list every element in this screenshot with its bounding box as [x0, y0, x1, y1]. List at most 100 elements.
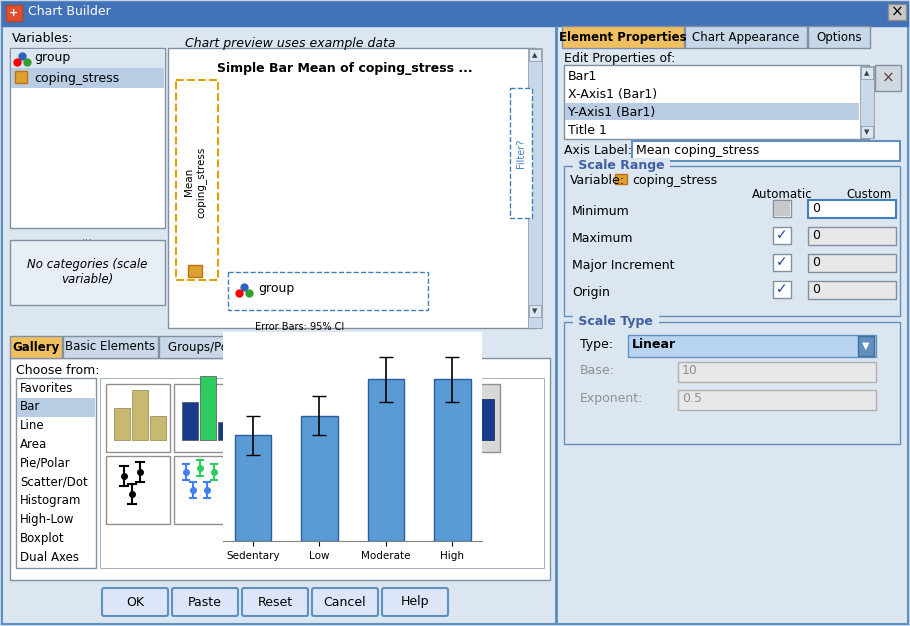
Text: 0: 0: [812, 256, 820, 269]
Text: Axis Label:: Axis Label:: [564, 144, 632, 157]
Text: ▼: ▼: [864, 129, 870, 135]
Text: group: group: [34, 51, 70, 64]
Bar: [15, 71, 27, 83]
Text: Mean
coping_stress: Mean coping_stress: [184, 146, 207, 218]
Bar: [176, 80, 218, 280]
Text: coping_stress: coping_stress: [632, 174, 717, 187]
Text: Scale Range: Scale Range: [574, 160, 669, 173]
Text: No categories (scale
variable): No categories (scale variable): [26, 258, 147, 286]
Bar: [168, 48, 536, 328]
Text: Paste: Paste: [188, 595, 222, 608]
Bar: [858, 336, 874, 356]
Bar: [356, 400, 372, 440]
Bar: [416, 392, 432, 440]
Bar: [106, 456, 170, 524]
Bar: [182, 402, 198, 440]
Text: High-Low: High-Low: [20, 513, 75, 526]
Bar: [564, 166, 900, 316]
Bar: [320, 406, 338, 440]
Bar: [615, 174, 627, 184]
Bar: [159, 336, 269, 358]
Bar: [174, 384, 238, 452]
Bar: [382, 398, 398, 440]
FancyBboxPatch shape: [172, 588, 238, 616]
Bar: [685, 26, 807, 48]
Bar: [773, 281, 791, 298]
Text: Boxplot: Boxplot: [20, 532, 65, 545]
Text: Element Properties: Element Properties: [559, 31, 687, 43]
Bar: [528, 48, 542, 328]
Text: Cancel: Cancel: [324, 595, 367, 608]
Text: Titles/Footnotes: Titles/Footnotes: [280, 341, 374, 354]
Text: ✓: ✓: [776, 282, 788, 296]
Text: Area: Area: [20, 438, 47, 451]
Bar: [875, 65, 901, 91]
Bar: [6, 5, 22, 21]
Text: Options: Options: [816, 31, 862, 43]
Text: Error Bars: 95% CI: Error Bars: 95% CI: [256, 322, 345, 332]
Text: Edit Properties of:: Edit Properties of:: [564, 52, 675, 65]
Text: coping_stress: coping_stress: [34, 72, 119, 85]
Text: Maximum: Maximum: [572, 232, 633, 245]
Text: Chart Appearance: Chart Appearance: [693, 31, 800, 43]
Text: Chart Builder: Chart Builder: [28, 5, 111, 18]
Text: 0: 0: [812, 202, 820, 215]
FancyBboxPatch shape: [382, 588, 448, 616]
Bar: [2, 2, 908, 26]
Bar: [773, 200, 791, 217]
Text: Base:: Base:: [580, 364, 615, 377]
Bar: [628, 335, 876, 357]
Bar: [63, 336, 158, 358]
Bar: [250, 412, 266, 440]
Bar: [286, 398, 302, 440]
Bar: [562, 26, 684, 48]
Bar: [510, 88, 532, 218]
Text: Pie/Polar: Pie/Polar: [20, 457, 71, 470]
Text: ✓: ✓: [776, 228, 788, 242]
Bar: [338, 418, 356, 440]
Text: ...: ...: [82, 232, 93, 242]
Bar: [564, 65, 869, 139]
Bar: [860, 66, 874, 138]
Bar: [861, 67, 873, 79]
Bar: [218, 422, 234, 440]
Bar: [436, 384, 500, 452]
Text: Filter?: Filter?: [516, 138, 526, 168]
Bar: [374, 384, 438, 452]
Bar: [312, 384, 376, 452]
Text: Choose from:: Choose from:: [16, 364, 99, 377]
Bar: [444, 394, 460, 440]
Bar: [773, 254, 791, 271]
Text: group: group: [258, 282, 294, 295]
Bar: [100, 378, 544, 568]
Text: Dual Axes: Dual Axes: [20, 551, 79, 563]
Text: Type:: Type:: [580, 338, 613, 351]
Bar: [10, 336, 62, 358]
Text: Linear: Linear: [632, 338, 676, 351]
Bar: [565, 103, 859, 120]
Bar: [188, 265, 202, 277]
Bar: [11, 49, 164, 69]
Text: Automatic: Automatic: [752, 188, 813, 201]
Bar: [174, 456, 238, 524]
Bar: [461, 404, 477, 440]
Bar: [564, 322, 900, 444]
Text: ×: ×: [882, 71, 895, 86]
Text: ▼: ▼: [532, 308, 538, 314]
Bar: [808, 254, 896, 272]
Bar: [399, 408, 415, 440]
Text: Line: Line: [20, 419, 45, 432]
Bar: [286, 380, 304, 398]
Bar: [774, 201, 790, 216]
Text: Basic Elements: Basic Elements: [66, 341, 156, 354]
Bar: [132, 390, 148, 440]
Bar: [16, 378, 96, 568]
Text: Scale Type: Scale Type: [574, 316, 657, 329]
Bar: [861, 126, 873, 138]
Text: +: +: [9, 8, 18, 18]
FancyBboxPatch shape: [242, 588, 308, 616]
Bar: [114, 408, 130, 440]
Bar: [678, 362, 876, 382]
Text: 0.5: 0.5: [682, 392, 702, 405]
Text: Title 1: Title 1: [568, 124, 607, 137]
